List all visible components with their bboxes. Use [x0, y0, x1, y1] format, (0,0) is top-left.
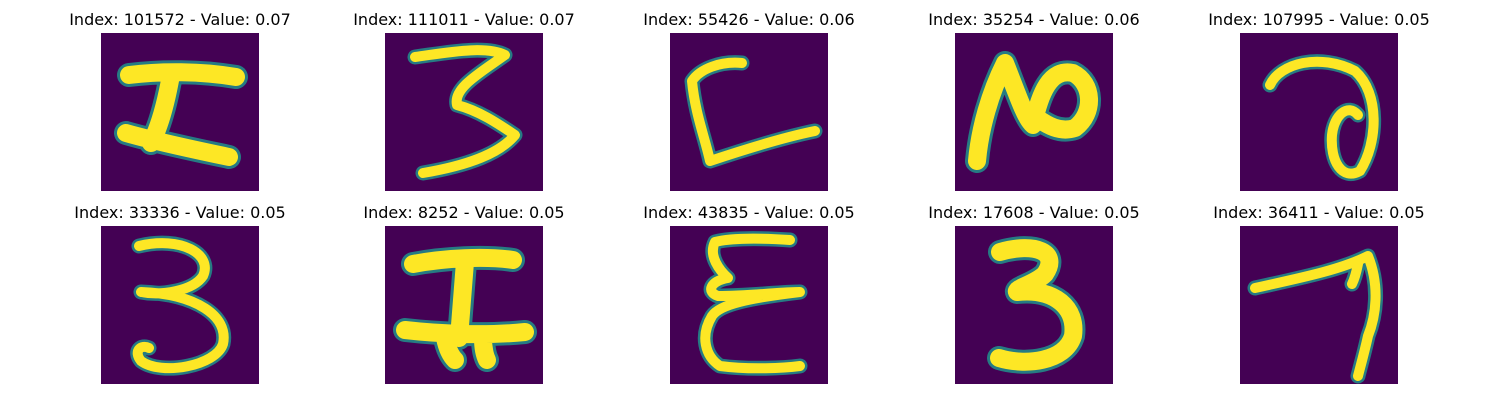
glyph-rotated-3 [697, 231, 808, 376]
panel-title: Index: 8252 - Value: 0.05 [363, 203, 565, 222]
glyph-rotated-5 [114, 60, 248, 169]
panel-7: Index: 8252 - Value: 0.05 [322, 203, 606, 393]
digit-image [1240, 33, 1398, 191]
panel-title: Index: 55426 - Value: 0.06 [643, 10, 855, 29]
panel-1: Index: 101572 - Value: 0.07 [38, 10, 322, 200]
panel-title: Index: 111011 - Value: 0.07 [353, 10, 575, 29]
glyph-3-bold [987, 236, 1086, 374]
panel-title: Index: 107995 - Value: 0.05 [1208, 10, 1430, 29]
panel-3: Index: 55426 - Value: 0.06 [607, 10, 891, 200]
digit-image [385, 226, 543, 384]
panel-title: Index: 101572 - Value: 0.07 [69, 10, 291, 29]
digit-image [385, 33, 543, 191]
panel-title: Index: 17608 - Value: 0.05 [928, 203, 1140, 222]
panel-6: Index: 33336 - Value: 0.05 [38, 203, 322, 393]
glyph-rotated-2 [965, 51, 1101, 173]
panel-10: Index: 36411 - Value: 0.05 [1177, 203, 1461, 393]
digit-image [955, 226, 1113, 384]
panel-title: Index: 35254 - Value: 0.06 [928, 10, 1140, 29]
panel-2: Index: 111011 - Value: 0.07 [322, 10, 606, 200]
glyph-rotated-3 [407, 42, 523, 181]
digit-image [670, 226, 828, 384]
panel-9: Index: 17608 - Value: 0.05 [892, 203, 1176, 393]
glyph-3 [130, 235, 232, 376]
panel-4: Index: 35254 - Value: 0.06 [892, 10, 1176, 200]
glyph-rotated-6 [1262, 54, 1382, 181]
panel-8: Index: 43835 - Value: 0.05 [607, 203, 891, 393]
glyph-rotated-5 [393, 245, 537, 372]
panel-title: Index: 43835 - Value: 0.05 [643, 203, 855, 222]
panel-title: Index: 33336 - Value: 0.05 [74, 203, 286, 222]
glyph-rotated-4 [684, 55, 823, 169]
digit-image [955, 33, 1113, 191]
glyph-7 [1247, 248, 1383, 384]
panel-title: Index: 36411 - Value: 0.05 [1213, 203, 1425, 222]
digit-image [670, 33, 828, 191]
panel-5: Index: 107995 - Value: 0.05 [1177, 10, 1461, 200]
digit-image [101, 226, 259, 384]
digit-image [1240, 226, 1398, 384]
digit-image [101, 33, 259, 191]
